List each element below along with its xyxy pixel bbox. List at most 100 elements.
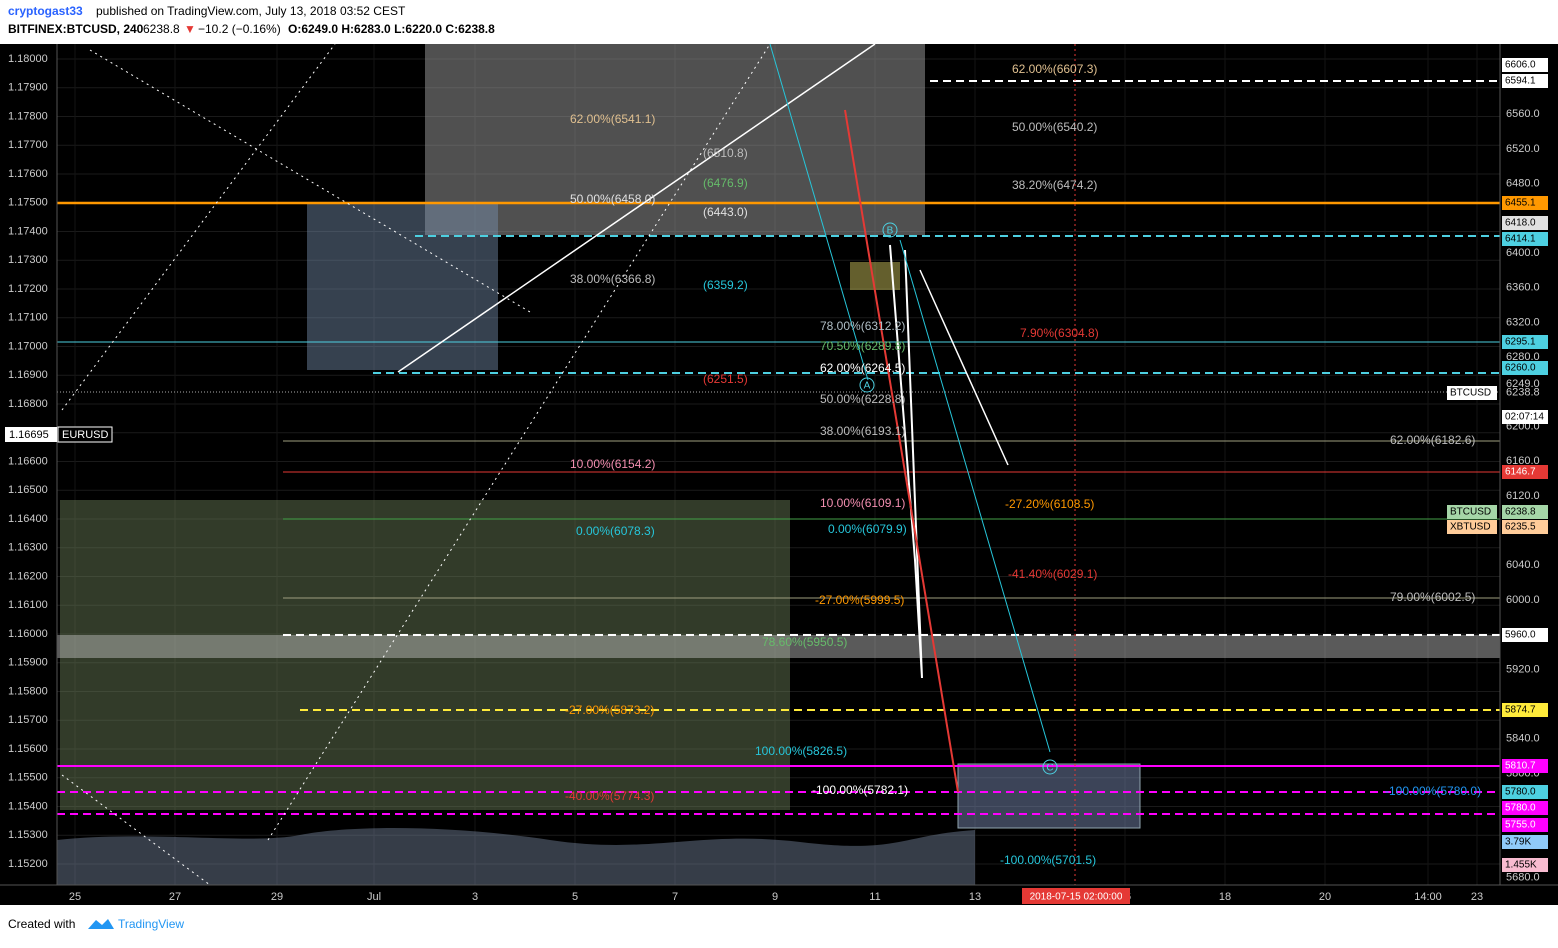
author[interactable]: cryptogast33 [8,4,83,18]
left-tick-label: 1.16300 [8,542,48,554]
left-tick-label: 1.17400 [8,225,48,237]
footer-text: Created with [8,917,75,931]
ohlc: O:6249.0 H:6283.0 L:6220.0 C:6238.8 [288,22,495,36]
price-tag-text: XBTUSD [1450,522,1491,533]
trendline [899,239,1051,753]
left-tick-label: 1.16600 [8,455,48,467]
fib-label: 38.00%(6366.8) [570,272,655,286]
price-tag [1502,818,1548,832]
trendline [61,43,336,411]
right-axis [1500,44,1558,885]
fib-label: 50.00%(6228.8) [820,392,905,406]
symbol: BITFINEX:BTCUSD, 240 [8,22,144,36]
footer-bg [0,905,1558,943]
right-tick-label: 6120.0 [1506,490,1540,502]
fib-label: 38.00%(6193.1) [820,424,905,438]
last-price: 6238.8 [143,22,180,36]
right-tick-label: 6520.0 [1506,143,1540,155]
price-tag [1502,785,1548,799]
price-tag [1502,58,1548,72]
trendline [61,774,211,886]
price-tag [1502,361,1548,375]
right-tick-label: 6238.8 [1506,387,1540,399]
price-tag [1502,801,1548,815]
fib-label: (6510.8) [703,146,748,160]
left-tick-label: 1.16100 [8,599,48,611]
left-tick-label: 1.17000 [8,340,48,352]
left-tick-label: 1.16500 [8,484,48,496]
left-tick-label: 1.17100 [8,312,48,324]
trendline [267,43,771,841]
price-tag-text: 1.16695 [9,429,49,441]
fib-label: (6359.2) [703,278,748,292]
trendline [89,49,531,313]
fib-label: 7.90%(6304.8) [1020,326,1099,340]
left-tick-label: 1.16400 [8,513,48,525]
wave [889,244,923,679]
fib-label: 62.00%(6541.1) [570,112,655,126]
price-tag-text: 5780.0 [1505,787,1536,798]
fib-label: 79.00%(6002.5) [1390,590,1475,604]
right-tick-label: 6480.0 [1506,178,1540,190]
left-tick-label: 1.15400 [8,800,48,812]
arrow: ▼ [184,22,196,36]
zone [60,500,790,810]
price-tag-text: 5960.0 [1505,630,1536,641]
price-tag [1502,759,1548,773]
cursor-tag-text: 2018-07-15 02:00:00 [1030,892,1123,903]
volume-band [57,828,975,885]
left-tick-label: 1.17900 [8,82,48,94]
logo [88,919,114,929]
price-tag [1502,465,1548,479]
price-tag [1502,74,1548,88]
right-tick-label: 5920.0 [1506,663,1540,675]
price-tag-text: 6260.0 [1505,363,1536,374]
right-tick-label: 6040.0 [1506,559,1540,571]
price-tag [1502,703,1548,717]
price-tag-text: 6606.0 [1505,60,1536,71]
price-tag-text: 6594.1 [1505,76,1536,87]
fib-label: -27.20%(6108.5) [1005,497,1094,511]
fib-label: -27.00%(5873.2) [565,703,654,717]
x-tick-label: 7 [672,891,678,903]
price-tag-text: 5780.0 [1505,803,1536,814]
fib-label: 78.60%(5950.5) [762,635,847,649]
right-tick-label: 6320.0 [1506,316,1540,328]
fib-label: (6251.5) [703,372,748,386]
price-tag-text: 6418.0 [1505,218,1536,229]
price-tag-text: 5810.7 [1505,761,1536,772]
footer-brand[interactable]: TradingView [118,917,184,931]
symbol-tag [57,426,113,443]
price-tag-text: 6455.1 [1505,198,1536,209]
price-tag [1502,216,1548,230]
x-tick-label: 14:00 [1414,891,1442,903]
x-tick-label: 5 [572,891,578,903]
price-tag [1447,520,1497,534]
fib-label: -100.00%(5780.0) [1385,784,1481,798]
fib-label: -41.40%(6029.1) [1008,567,1097,581]
price-tag-text: 02:07:14 [1505,412,1544,423]
left-tick-label: 1.15200 [8,858,48,870]
left-tick-label: 1.16900 [8,369,48,381]
price-tag [1502,835,1548,849]
fib-label: 62.00%(6264.5) [820,361,905,375]
fib-label: -100.00%(5701.5) [1000,853,1096,867]
zone [957,763,1141,829]
price-tag-text: 3.79K [1505,837,1531,848]
price-tag [1447,505,1497,519]
left-tick-label: 1.16200 [8,570,48,582]
right-tick-label: 6560.0 [1506,108,1540,120]
price-tag [1502,505,1548,519]
price-tag-text: BTCUSD [1450,388,1491,399]
fib-label: -100.00%(5782.1) [812,783,908,797]
price-tag [1502,232,1548,246]
fib-label: (6443.0) [703,205,748,219]
fib-label: 10.00%(6109.1) [820,496,905,510]
right-tick-label: 5840.0 [1506,733,1540,745]
price-tag [5,427,57,442]
x-tick-label: Jul [367,891,381,903]
price-tag-text: BTCUSD [1450,507,1491,518]
fib-label: 78.00%(6312.2) [820,319,905,333]
fib-label: (6476.9) [703,176,748,190]
x-tick-label: 13 [969,891,981,903]
